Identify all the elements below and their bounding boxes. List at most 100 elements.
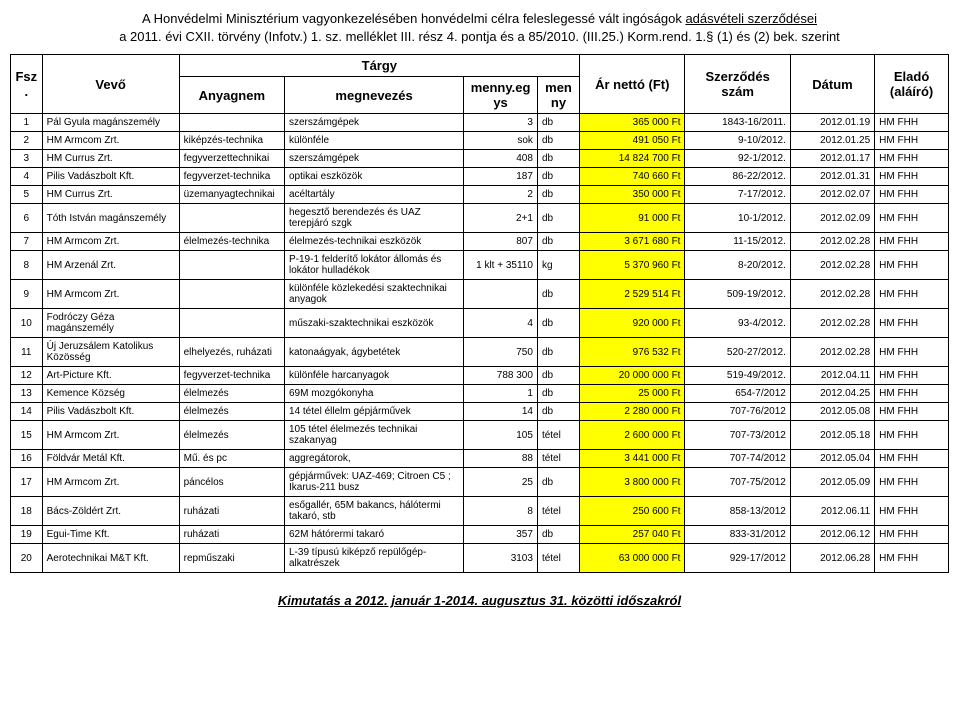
cell-me: 88	[464, 450, 538, 468]
cell-datum: 2012.06.12	[790, 526, 874, 544]
cell-menny: db	[537, 403, 579, 421]
cell-me: 1	[464, 385, 538, 403]
cell-me	[464, 280, 538, 309]
cell-ar: 350 000 Ft	[580, 186, 685, 204]
title-line-2: a 2011. évi CXII. törvény (Infotv.) 1. s…	[10, 28, 949, 46]
cell-n: 12	[11, 367, 43, 385]
cell-elado: HM FHH	[875, 150, 949, 168]
cell-meg: gépjárművek: UAZ-469; Citroen C5 ; Ikaru…	[285, 468, 464, 497]
cell-n: 20	[11, 544, 43, 573]
cell-ar: 250 600 Ft	[580, 497, 685, 526]
cell-n: 13	[11, 385, 43, 403]
table-row: 13Kemence Községélelmezés69M mozgókonyha…	[11, 385, 949, 403]
cell-ar: 2 600 000 Ft	[580, 421, 685, 450]
cell-menny: db	[537, 150, 579, 168]
cell-anyag: repműszaki	[179, 544, 284, 573]
cell-ar: 3 800 000 Ft	[580, 468, 685, 497]
cell-elado: HM FHH	[875, 450, 949, 468]
cell-szerz: 8-20/2012.	[685, 251, 790, 280]
cell-ar: 3 441 000 Ft	[580, 450, 685, 468]
cell-vevo: HM Armcom Zrt.	[42, 468, 179, 497]
document-title: A Honvédelmi Minisztérium vagyonkezelésé…	[10, 10, 949, 46]
cell-menny: db	[537, 204, 579, 233]
cell-ar: 257 040 Ft	[580, 526, 685, 544]
cell-anyag: fegyverzettechnikai	[179, 150, 284, 168]
title-line-1: A Honvédelmi Minisztérium vagyonkezelésé…	[10, 10, 949, 28]
table-row: 4Pilis Vadászbolt Kft.fegyverzet-technik…	[11, 168, 949, 186]
cell-szerz: 93-4/2012.	[685, 309, 790, 338]
cell-vevo: Pilis Vadászbolt Kft.	[42, 403, 179, 421]
cell-me: 3	[464, 114, 538, 132]
cell-me: 8	[464, 497, 538, 526]
cell-menny: db	[537, 280, 579, 309]
header-datum: Dátum	[790, 55, 874, 114]
cell-elado: HM FHH	[875, 132, 949, 150]
cell-ar: 2 280 000 Ft	[580, 403, 685, 421]
cell-ar: 976 532 Ft	[580, 338, 685, 367]
table-row: 9HM Armcom Zrt.különféle közlekedési sza…	[11, 280, 949, 309]
cell-ar: 365 000 Ft	[580, 114, 685, 132]
cell-elado: HM FHH	[875, 367, 949, 385]
table-row: 12Art-Picture Kft.fegyverzet-technikakül…	[11, 367, 949, 385]
cell-datum: 2012.05.18	[790, 421, 874, 450]
cell-n: 10	[11, 309, 43, 338]
cell-elado: HM FHH	[875, 526, 949, 544]
cell-datum: 2012.01.31	[790, 168, 874, 186]
cell-vevo: HM Armcom Zrt.	[42, 280, 179, 309]
cell-n: 8	[11, 251, 43, 280]
cell-datum: 2012.05.09	[790, 468, 874, 497]
cell-vevo: Kemence Község	[42, 385, 179, 403]
cell-anyag	[179, 280, 284, 309]
cell-szerz: 92-1/2012.	[685, 150, 790, 168]
cell-anyag: élelmezés	[179, 385, 284, 403]
cell-n: 5	[11, 186, 43, 204]
cell-elado: HM FHH	[875, 468, 949, 497]
cell-ar: 740 660 Ft	[580, 168, 685, 186]
cell-vevo: Pilis Vadászbolt Kft.	[42, 168, 179, 186]
cell-datum: 2012.02.28	[790, 233, 874, 251]
header-mennyegys: menny.egys	[464, 77, 538, 114]
table-row: 2HM Armcom Zrt.kiképzés-technikakülönfél…	[11, 132, 949, 150]
cell-anyag: fegyverzet-technika	[179, 367, 284, 385]
cell-meg: katonaágyak, ágybetétek	[285, 338, 464, 367]
cell-meg: 14 tétel éllelm gépjárművek	[285, 403, 464, 421]
cell-menny: db	[537, 468, 579, 497]
cell-anyag: élelmezés-technika	[179, 233, 284, 251]
cell-me: 3103	[464, 544, 538, 573]
table-row: 8HM Arzenál Zrt.P-19-1 felderítő lokátor…	[11, 251, 949, 280]
header-elado: Eladó (aláíró)	[875, 55, 949, 114]
header-ar: Ár nettó (Ft)	[580, 55, 685, 114]
cell-meg: különféle harcanyagok	[285, 367, 464, 385]
cell-datum: 2012.02.28	[790, 280, 874, 309]
cell-menny: db	[537, 186, 579, 204]
cell-menny: db	[537, 385, 579, 403]
cell-vevo: HM Armcom Zrt.	[42, 421, 179, 450]
table-header: Fsz. Vevő Tárgy Ár nettó (Ft) Szerződés …	[11, 55, 949, 114]
cell-datum: 2012.02.28	[790, 251, 874, 280]
cell-elado: HM FHH	[875, 114, 949, 132]
table-row: 6Tóth István magánszemélyhegesztő berend…	[11, 204, 949, 233]
table-row: 1Pál Gyula magánszemélyszerszámgépek3db3…	[11, 114, 949, 132]
cell-elado: HM FHH	[875, 186, 949, 204]
cell-vevo: HM Armcom Zrt.	[42, 233, 179, 251]
cell-meg: L-39 típusú kiképző repülőgép-alkatrésze…	[285, 544, 464, 573]
cell-szerz: 509-19/2012.	[685, 280, 790, 309]
cell-meg: műszaki-szaktechnikai eszközök	[285, 309, 464, 338]
cell-datum: 2012.02.07	[790, 186, 874, 204]
cell-vevo: Egui-Time Kft.	[42, 526, 179, 544]
cell-szerz: 707-74/2012	[685, 450, 790, 468]
cell-anyag: ruházati	[179, 526, 284, 544]
cell-vevo: Pál Gyula magánszemély	[42, 114, 179, 132]
cell-me: 408	[464, 150, 538, 168]
cell-datum: 2012.04.25	[790, 385, 874, 403]
cell-elado: HM FHH	[875, 403, 949, 421]
cell-elado: HM FHH	[875, 421, 949, 450]
cell-datum: 2012.02.28	[790, 309, 874, 338]
cell-menny: tétel	[537, 421, 579, 450]
cell-me: 1 klt + 35110	[464, 251, 538, 280]
footer-summary: Kimutatás a 2012. január 1-2014. auguszt…	[10, 593, 949, 608]
cell-me: 4	[464, 309, 538, 338]
cell-anyag	[179, 309, 284, 338]
contracts-table: Fsz. Vevő Tárgy Ár nettó (Ft) Szerződés …	[10, 54, 949, 573]
cell-vevo: Fodróczy Géza magánszemély	[42, 309, 179, 338]
